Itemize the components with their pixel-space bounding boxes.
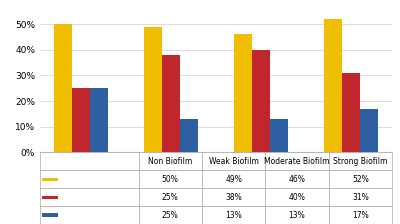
Text: 46%: 46% xyxy=(288,175,305,184)
Bar xyxy=(40,152,138,170)
Bar xyxy=(252,50,270,152)
Text: Moderate Biofilm: Moderate Biofilm xyxy=(264,157,330,166)
Bar xyxy=(265,152,329,170)
Bar xyxy=(40,206,138,224)
Bar xyxy=(40,188,138,206)
Bar xyxy=(329,206,392,224)
Bar xyxy=(265,188,329,206)
Text: 52%: 52% xyxy=(352,175,369,184)
Text: 13%: 13% xyxy=(225,211,242,220)
Bar xyxy=(138,170,202,188)
Bar xyxy=(90,88,108,152)
Bar xyxy=(329,188,392,206)
Text: 40%: 40% xyxy=(288,193,305,202)
Text: Non Biofilm: Non Biofilm xyxy=(148,157,192,166)
Text: 17%: 17% xyxy=(352,211,369,220)
Bar xyxy=(360,109,378,152)
Bar xyxy=(234,34,252,152)
Text: 49%: 49% xyxy=(225,175,242,184)
Text: 50%: 50% xyxy=(162,175,179,184)
Bar xyxy=(329,152,392,170)
Text: 31%: 31% xyxy=(352,193,369,202)
Text: Strong Biofilm: Strong Biofilm xyxy=(333,157,388,166)
Bar xyxy=(202,152,265,170)
Text: 13%: 13% xyxy=(288,211,305,220)
Text: 25%: 25% xyxy=(162,211,179,220)
Bar xyxy=(42,213,58,217)
Bar xyxy=(202,188,265,206)
Bar xyxy=(324,19,342,152)
Bar xyxy=(138,188,202,206)
Bar xyxy=(72,88,90,152)
Bar xyxy=(265,170,329,188)
Bar xyxy=(138,206,202,224)
Bar xyxy=(202,170,265,188)
Bar xyxy=(54,24,72,152)
Bar xyxy=(329,170,392,188)
Bar xyxy=(138,152,202,170)
Bar xyxy=(42,178,58,181)
Bar xyxy=(270,119,288,152)
Bar xyxy=(42,196,58,199)
Bar xyxy=(180,119,198,152)
Bar xyxy=(144,27,162,152)
Bar xyxy=(40,170,138,188)
Bar xyxy=(265,206,329,224)
Bar xyxy=(342,73,360,152)
Text: 25%: 25% xyxy=(162,193,179,202)
Bar xyxy=(162,55,180,152)
Text: Weak Biofilm: Weak Biofilm xyxy=(209,157,258,166)
Text: 38%: 38% xyxy=(225,193,242,202)
Bar xyxy=(202,206,265,224)
